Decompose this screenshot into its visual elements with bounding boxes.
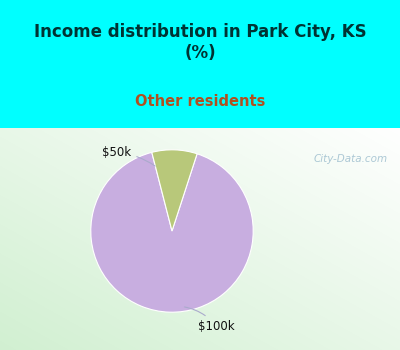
Text: Other residents: Other residents [135, 93, 265, 108]
Wedge shape [91, 152, 253, 312]
Text: $50k: $50k [102, 146, 155, 166]
Text: Income distribution in Park City, KS
(%): Income distribution in Park City, KS (%) [34, 23, 366, 63]
Wedge shape [152, 150, 197, 231]
Text: $100k: $100k [184, 307, 235, 333]
Text: City-Data.com: City-Data.com [314, 154, 388, 164]
